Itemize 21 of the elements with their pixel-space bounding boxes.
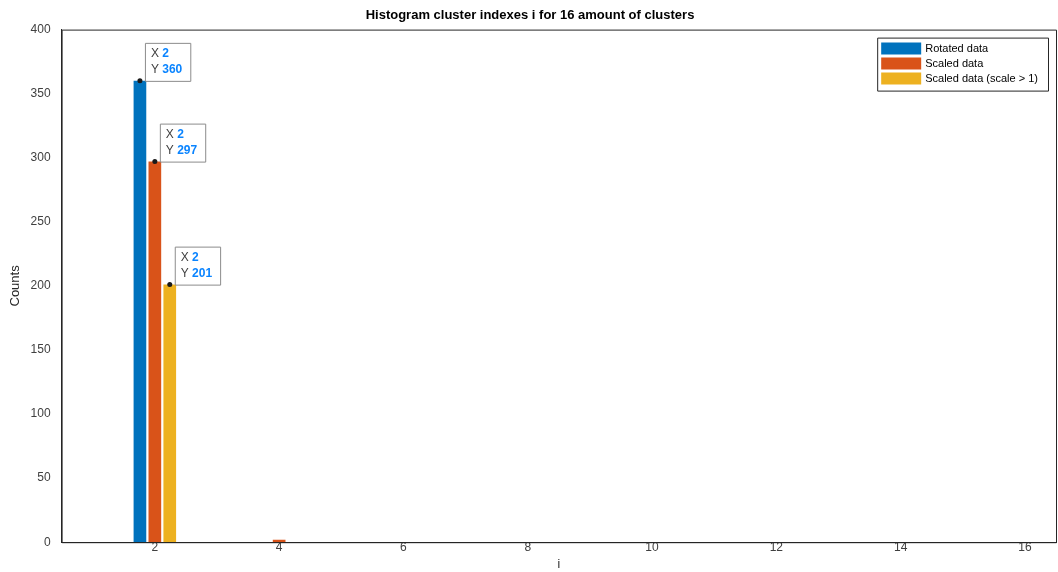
legend-label: Scaled data (scale > 1): [925, 72, 1039, 85]
chart-title: Histogram cluster indexes i for 16 amount of clusters: [365, 7, 695, 23]
legend-label: Scaled data: [925, 57, 985, 70]
y-tick-label: 250: [30, 214, 51, 229]
y-tick-label: 200: [30, 278, 51, 293]
annotation: X 2 Y 360: [150, 46, 183, 77]
annotation: X 2 Y 201: [180, 249, 213, 280]
annotation: X 2 Y 297: [165, 126, 198, 157]
legend-label: Rotated data: [925, 42, 990, 55]
y-tick-label: 300: [30, 150, 51, 165]
y-tick-label: 100: [30, 406, 51, 421]
y-tick-label: 50: [37, 470, 51, 485]
y-tick-label: 350: [30, 85, 51, 100]
bar: [148, 161, 162, 543]
x-axis-title: i: [557, 557, 561, 572]
y-axis-title: Counts: [7, 264, 23, 307]
bar: [133, 80, 147, 543]
y-tick-label: 150: [30, 342, 51, 357]
y-tick-label: 0: [43, 534, 51, 549]
bar: [163, 284, 177, 543]
y-tick-label: 400: [30, 21, 51, 36]
